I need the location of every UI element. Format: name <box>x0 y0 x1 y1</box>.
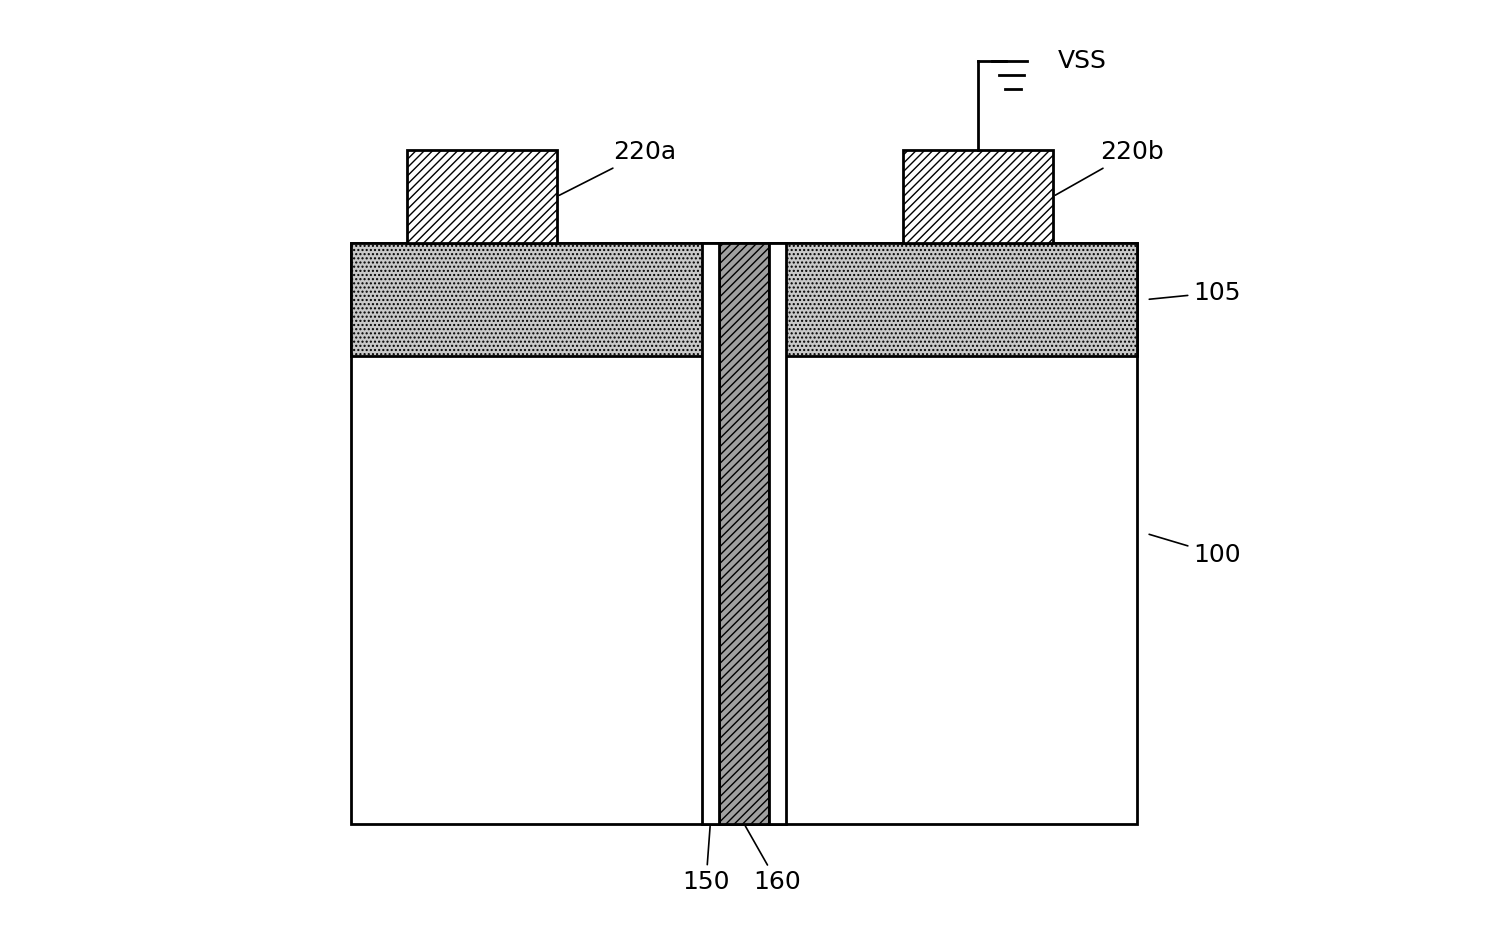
Text: 220a: 220a <box>559 140 676 196</box>
Bar <box>408 150 557 243</box>
Text: 220b: 220b <box>1055 140 1164 196</box>
Text: VSS: VSS <box>1058 49 1107 73</box>
Text: 105: 105 <box>1149 281 1241 304</box>
Bar <box>903 150 1054 243</box>
Bar <box>351 243 1137 824</box>
Bar <box>769 243 786 824</box>
Bar <box>351 243 1137 356</box>
Bar <box>351 243 1137 356</box>
Text: 160: 160 <box>745 826 801 894</box>
Bar <box>702 243 719 824</box>
Text: 150: 150 <box>682 826 729 894</box>
Bar <box>719 243 769 824</box>
Text: 100: 100 <box>1149 534 1241 566</box>
